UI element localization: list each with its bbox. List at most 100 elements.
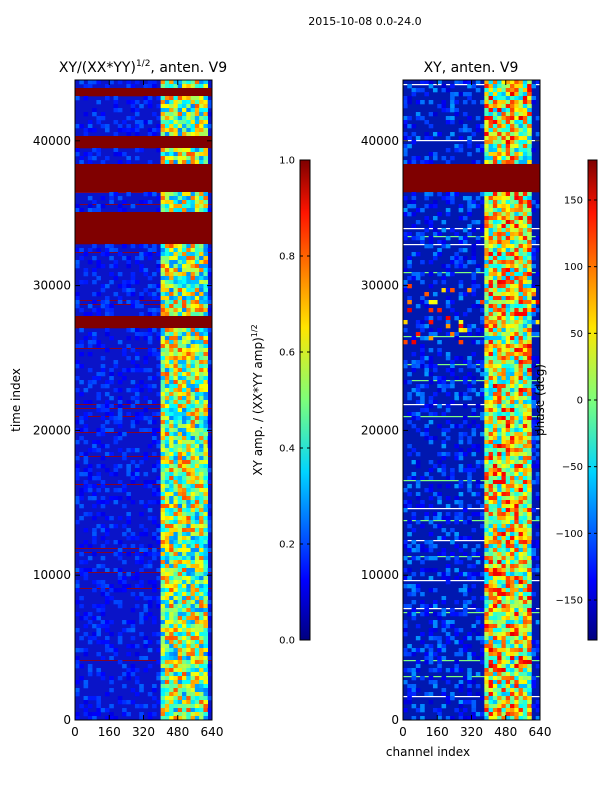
heatmap-cell xyxy=(190,680,196,685)
heatmap-cell xyxy=(437,536,442,541)
heatmap-cell xyxy=(186,616,191,621)
heatmap-cell xyxy=(203,356,209,361)
heatmap-cell xyxy=(109,256,114,261)
heatmap-cell xyxy=(462,468,468,473)
heatmap-cell xyxy=(182,452,187,457)
heatmap-cell xyxy=(203,280,209,285)
heatmap-cell xyxy=(497,424,502,429)
heatmap-cell xyxy=(194,160,200,165)
heatmap-cell xyxy=(173,364,179,369)
heatmap-cell xyxy=(164,280,170,285)
heatmap-cell xyxy=(535,492,540,497)
heatmap-cell xyxy=(471,272,477,277)
heatmap-cell xyxy=(92,516,97,521)
heatmap-cell xyxy=(420,396,425,401)
heatmap-cell xyxy=(203,372,209,377)
heatmap-cell xyxy=(428,236,434,241)
heatmap-cell xyxy=(199,552,204,557)
heatmap-cell xyxy=(186,396,191,401)
heatmap-cell xyxy=(164,432,170,437)
heatmap-cell xyxy=(492,92,498,97)
heatmap-cell xyxy=(117,300,123,305)
heatmap-cell xyxy=(194,192,200,197)
heatmap-cell xyxy=(518,456,524,461)
heatmap-cell xyxy=(177,508,183,513)
heatmap-cell xyxy=(113,420,119,425)
heatmap-cell xyxy=(514,616,519,621)
heatmap-cell xyxy=(83,400,89,405)
heatmap-cell xyxy=(147,564,153,569)
heatmap-cell xyxy=(445,624,451,629)
heatmap-cell xyxy=(152,500,157,505)
heatmap-cell xyxy=(501,600,507,605)
heatmap-cell xyxy=(411,612,417,617)
heatmap-cell xyxy=(501,524,507,529)
heatmap-cell xyxy=(96,584,101,589)
heatmap-cell xyxy=(126,328,131,333)
heatmap-cell xyxy=(450,192,455,197)
heatmap-cell xyxy=(514,392,519,397)
heatmap-cell xyxy=(203,460,209,465)
heatmap-cell xyxy=(445,148,451,153)
heatmap-cell xyxy=(488,144,494,149)
heatmap-cell xyxy=(518,412,524,417)
heatmap-cell xyxy=(514,112,519,117)
heatmap-cell xyxy=(527,280,532,285)
heatmap-cell xyxy=(505,136,511,141)
heatmap-cell xyxy=(527,364,532,369)
heatmap-cell xyxy=(147,284,153,289)
heatmap-cell xyxy=(203,204,209,209)
heatmap-cell xyxy=(437,308,442,313)
heatmap-cell xyxy=(450,384,455,389)
heatmap-cell xyxy=(182,428,187,433)
heatmap-cell xyxy=(83,560,89,565)
heatmap-cell xyxy=(130,128,136,133)
heatmap-cell xyxy=(182,500,187,505)
heatmap-cell xyxy=(522,108,528,113)
heatmap-cell xyxy=(173,640,179,645)
heatmap-cell xyxy=(471,388,477,393)
heatmap-cell xyxy=(522,520,528,525)
heatmap-cell xyxy=(501,232,507,237)
heatmap-cell xyxy=(139,460,144,465)
heatmap-cell xyxy=(492,400,498,405)
heatmap-cell xyxy=(475,144,481,149)
heatmap-cell xyxy=(518,536,524,541)
heatmap-cell xyxy=(190,312,196,317)
heatmap-cell xyxy=(497,480,502,485)
heatmap-cell xyxy=(134,132,140,137)
heatmap-cell xyxy=(194,268,200,273)
heatmap-cell xyxy=(164,420,170,425)
heatmap-cell xyxy=(194,652,200,657)
heatmap-cell xyxy=(462,196,468,201)
heatmap-cell xyxy=(164,460,170,465)
heatmap-cell xyxy=(92,528,97,533)
heatmap-cell xyxy=(527,484,532,489)
heatmap-cell xyxy=(501,260,507,265)
heatmap-cell xyxy=(501,244,507,249)
heatmap-cell xyxy=(164,508,170,513)
heatmap-cell xyxy=(484,84,489,89)
heatmap-cell xyxy=(109,336,114,341)
heatmap-cell xyxy=(484,540,489,545)
heatmap-cell xyxy=(75,500,80,505)
heatmap-cell xyxy=(450,468,455,473)
heatmap-cell xyxy=(441,84,447,89)
heatmap-cell xyxy=(518,124,524,129)
heatmap-cell xyxy=(164,340,170,345)
heatmap-cell xyxy=(134,400,140,405)
heatmap-cell xyxy=(194,248,200,253)
heatmap-cell xyxy=(194,364,200,369)
heatmap-cell xyxy=(488,624,494,629)
heatmap-cell xyxy=(194,564,200,569)
heatmap-cell xyxy=(87,80,93,85)
heatmap-cell xyxy=(117,124,123,129)
heatmap-cell xyxy=(75,476,80,481)
heatmap-cell xyxy=(518,136,524,141)
heatmap-cell xyxy=(484,252,489,257)
heatmap-cell xyxy=(203,304,209,309)
heatmap-cell xyxy=(203,648,209,653)
heatmap-cell xyxy=(207,208,212,213)
heatmap-cell xyxy=(445,236,451,241)
heatmap-cell xyxy=(510,540,515,545)
